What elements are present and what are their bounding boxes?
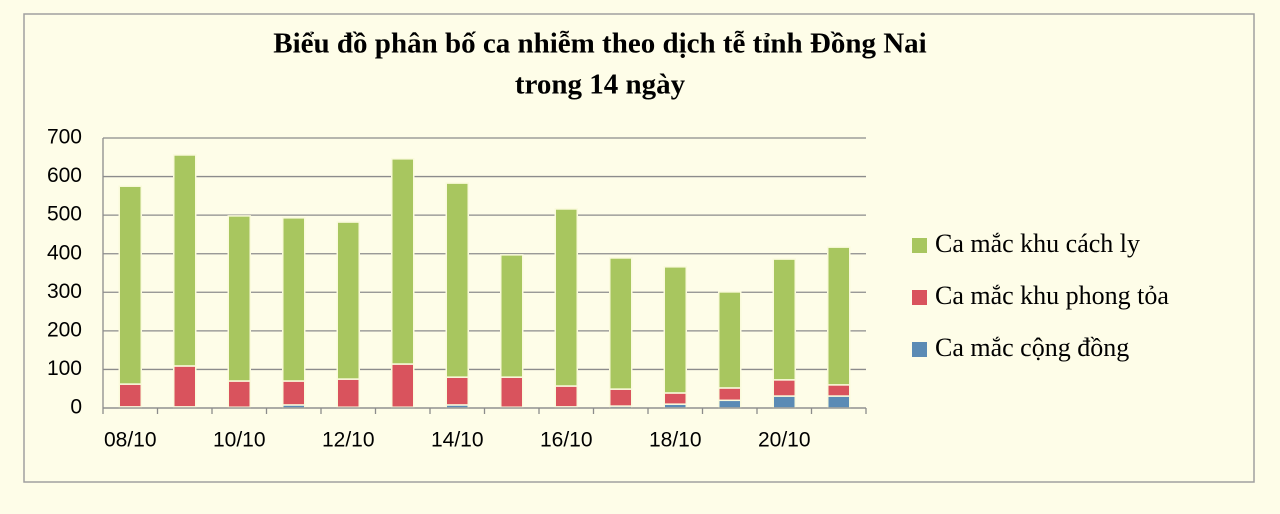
legend-swatch [912,342,927,357]
legend-label: Ca mắc khu cách ly [935,229,1140,258]
bar-segment [227,215,251,382]
bar-segment [282,217,306,382]
bar-segment [772,379,796,397]
y-tick-label: 100 [47,357,82,380]
bar-segment [827,384,851,397]
bar-segment [282,380,306,406]
bar-segment [391,158,415,365]
bar-segment [173,365,197,408]
bar-segment [118,383,142,408]
bar-segment [772,395,796,409]
bar-segment [718,291,742,389]
bar-segment [827,395,851,409]
y-tick-label: 300 [47,280,82,303]
x-tick-label: 10/10 [213,429,266,452]
bar-segment [500,376,524,408]
bar-segment [173,154,197,367]
bar-segment [118,185,142,385]
bar-segment [663,266,687,394]
bar-segment [718,387,742,402]
legend-swatch [912,290,927,305]
bar-segment [663,392,687,405]
y-tick-label: 700 [47,126,82,149]
y-tick-label: 500 [47,203,82,226]
y-tick-label: 600 [47,164,82,187]
bar-segment [391,363,415,408]
y-tick-label: 400 [47,241,82,264]
bar-segment [445,376,469,406]
y-tick-label: 200 [47,318,82,341]
x-tick-label: 08/10 [104,429,157,452]
bar-segment [336,221,360,380]
chart-subtitle: trong 14 ngày [515,69,686,101]
x-tick-label: 14/10 [431,429,484,452]
bar-segment [772,258,796,381]
bar-segment [609,257,633,390]
bar-segment [227,380,251,408]
legend-label: Ca mắc khu phong tỏa [935,281,1169,310]
x-tick-label: 12/10 [322,429,375,452]
bar-segment [609,388,633,407]
legend-label: Ca mắc cộng đồng [935,333,1129,362]
x-tick-label: 16/10 [540,429,593,452]
chart-title: Biểu đồ phân bố ca nhiễm theo dịch tễ tỉ… [273,28,926,60]
bar-segment [554,385,578,408]
y-tick-label: 0 [70,396,82,419]
bar-segment [336,378,360,408]
bar-segment [718,399,742,409]
x-tick-label: 20/10 [758,429,811,452]
bar-segment [445,182,469,378]
bar-segment [500,254,524,378]
legend-swatch [912,238,927,253]
bar-segment [827,246,851,386]
bar-segment [554,208,578,387]
x-tick-label: 18/10 [649,429,702,452]
